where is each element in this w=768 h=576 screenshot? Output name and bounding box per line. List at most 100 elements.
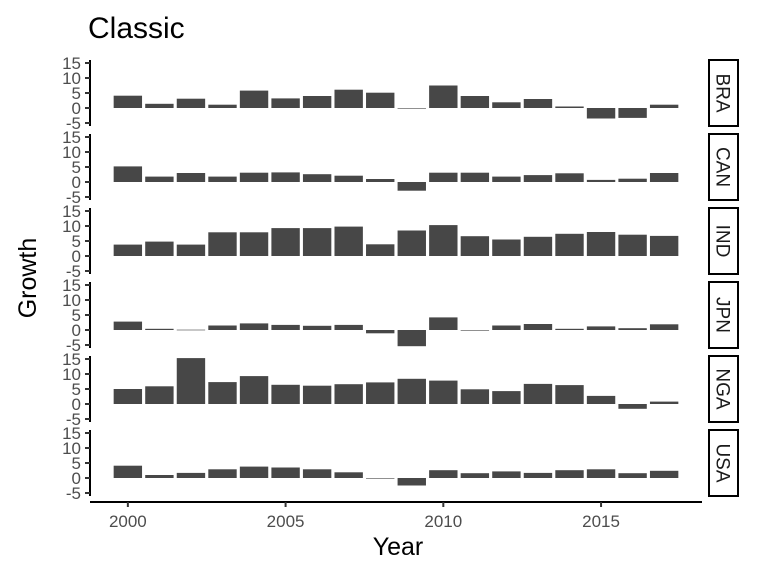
bar-bra-2004 (239, 90, 269, 108)
bar-can-2010 (429, 172, 458, 182)
y-tick-label: 5 (72, 232, 81, 251)
x-tick-label: 2000 (109, 512, 147, 531)
bar-usa-2002 (176, 472, 206, 478)
y-tick-label: 5 (72, 306, 81, 325)
bar-ind-2006 (302, 228, 332, 256)
bar-can-2012 (492, 176, 521, 182)
bar-usa-2014 (555, 470, 584, 478)
bar-nga-2004 (239, 376, 269, 404)
x-tick-label: 2015 (582, 512, 620, 531)
bar-bra-2016 (618, 108, 647, 118)
y-tick-label: -5 (66, 188, 81, 207)
facet-strip-ind: IND (708, 207, 739, 275)
bar-usa-2013 (523, 472, 553, 478)
bar-usa-2012 (492, 471, 521, 478)
bar-can-2006 (302, 174, 332, 182)
bar-nga-2013 (523, 383, 553, 404)
y-tick-label: 15 (62, 202, 81, 221)
bar-ind-2011 (460, 236, 490, 256)
bar-ind-2008 (366, 244, 395, 256)
y-tick-label: 15 (62, 276, 81, 295)
bar-can-2003 (208, 176, 237, 182)
facet-strip-label: IND (712, 225, 733, 258)
bar-usa-2017 (649, 470, 679, 478)
bar-bra-2001 (145, 103, 174, 108)
bar-can-2000 (113, 166, 143, 182)
facet-strip-label: NGA (712, 368, 733, 410)
bar-bra-2014 (555, 106, 584, 108)
facet-strip-can: CAN (708, 133, 739, 201)
bar-jpn-2013 (523, 324, 553, 330)
bar-bra-2017 (649, 104, 679, 108)
bar-jpn-2017 (649, 324, 679, 330)
bar-ind-2001 (145, 241, 174, 256)
bar-ind-2014 (555, 233, 584, 256)
y-tick-label: 10 (62, 365, 81, 384)
bar-nga-2007 (334, 384, 363, 404)
bar-jpn-2014 (555, 328, 584, 330)
facet-strip-label: JPN (712, 297, 733, 333)
bar-usa-2016 (618, 473, 647, 478)
bar-bra-2009 (397, 108, 426, 109)
bar-jpn-2001 (145, 328, 174, 330)
bar-can-2005 (271, 172, 300, 182)
bar-can-2015 (586, 179, 616, 182)
bar-nga-2014 (555, 385, 584, 404)
bar-can-2014 (555, 173, 584, 182)
bar-jpn-2006 (302, 325, 332, 330)
bar-jpn-2016 (618, 328, 647, 330)
y-tick-label: -5 (66, 262, 81, 281)
chart-title: Classic (88, 12, 185, 45)
y-axis-title: Growth (14, 238, 42, 319)
bar-nga-2012 (492, 391, 521, 404)
bar-usa-2003 (208, 469, 237, 478)
y-tick-label: -5 (66, 484, 81, 503)
bar-can-2008 (366, 179, 395, 182)
facet-strip-box (708, 429, 739, 497)
bar-can-2017 (649, 173, 679, 182)
bar-nga-2006 (302, 385, 332, 404)
bar-usa-2008 (366, 478, 395, 479)
y-tick-label: 5 (72, 454, 81, 473)
bar-ind-2016 (618, 234, 647, 256)
bar-ind-2000 (113, 244, 143, 256)
bar-usa-2004 (239, 466, 269, 478)
bar-ind-2009 (397, 230, 426, 256)
bar-ind-2010 (429, 225, 458, 256)
y-tick-label: 10 (62, 439, 81, 458)
y-tick-label: 10 (62, 143, 81, 162)
y-tick-label: 15 (62, 424, 81, 443)
bar-bra-2003 (208, 104, 237, 108)
facet-panels: -5051015BRA-5051015CAN-5051015IND-505101… (62, 54, 739, 503)
bar-ind-2017 (649, 235, 679, 256)
y-tick-label: 15 (62, 54, 81, 73)
facet-strip-box (708, 133, 739, 201)
facet-strip-label: USA (712, 443, 733, 482)
bar-jpn-2000 (113, 321, 143, 330)
facet-strip-box (708, 59, 739, 127)
y-tick-label: 5 (72, 380, 81, 399)
y-tick-label: 10 (62, 217, 81, 236)
bar-usa-2015 (586, 469, 616, 478)
facet-strip-box (708, 281, 739, 349)
bar-nga-2003 (208, 382, 237, 404)
bar-usa-2011 (460, 473, 490, 478)
bar-nga-2002 (176, 358, 206, 404)
y-tick-label: 5 (72, 84, 81, 103)
bar-nga-2011 (460, 389, 490, 404)
bar-jpn-2003 (208, 325, 237, 330)
y-tick-label: 15 (62, 128, 81, 147)
bar-bra-2006 (302, 96, 332, 108)
y-tick-label: -5 (66, 410, 81, 429)
bar-jpn-2009 (397, 330, 426, 347)
bar-bra-2011 (460, 96, 490, 108)
y-tick-label: 0 (72, 395, 81, 414)
bar-bra-2015 (586, 108, 616, 119)
bar-jpn-2011 (460, 330, 490, 331)
facet-strip-box (708, 207, 739, 275)
